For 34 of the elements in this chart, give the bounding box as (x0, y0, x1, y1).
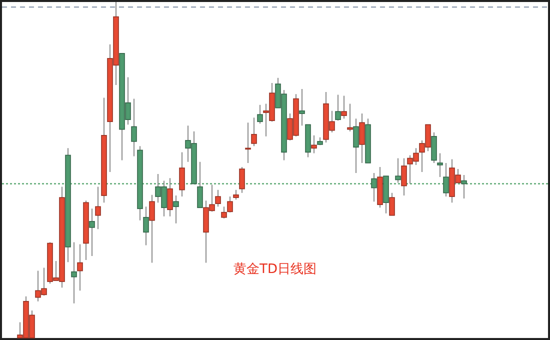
candlestick (173, 195, 179, 224)
candlestick (335, 94, 341, 122)
candlestick (443, 162, 449, 198)
candlestick (311, 134, 317, 154)
candlestick (149, 194, 155, 264)
candlestick (239, 166, 245, 194)
text: 黄金TD日线图 (234, 262, 316, 277)
candlestick (221, 206, 227, 219)
candlestick (71, 242, 77, 304)
candlestick (461, 174, 467, 200)
candlestick (89, 208, 95, 257)
candlestick (341, 95, 347, 120)
candlestick (251, 117, 257, 147)
candlestick (167, 178, 173, 217)
candlestick (299, 88, 305, 126)
candlestick (143, 206, 149, 246)
candlestick (179, 152, 185, 198)
candlestick (227, 196, 233, 213)
candlestick (353, 118, 359, 174)
candlestick (131, 98, 137, 157)
candlestick (245, 122, 251, 164)
candlestick (197, 161, 203, 208)
candlestick (437, 152, 443, 178)
candlestick (395, 158, 401, 184)
candlestick (359, 113, 365, 164)
candlestick (401, 158, 407, 196)
candlestick (371, 172, 377, 202)
candlestick (257, 104, 263, 124)
candlestick (95, 186, 101, 230)
candlestick (233, 189, 239, 200)
candlestick (77, 244, 83, 292)
candlestick (431, 132, 437, 164)
candlestick (389, 192, 395, 216)
candlestick (215, 189, 221, 208)
